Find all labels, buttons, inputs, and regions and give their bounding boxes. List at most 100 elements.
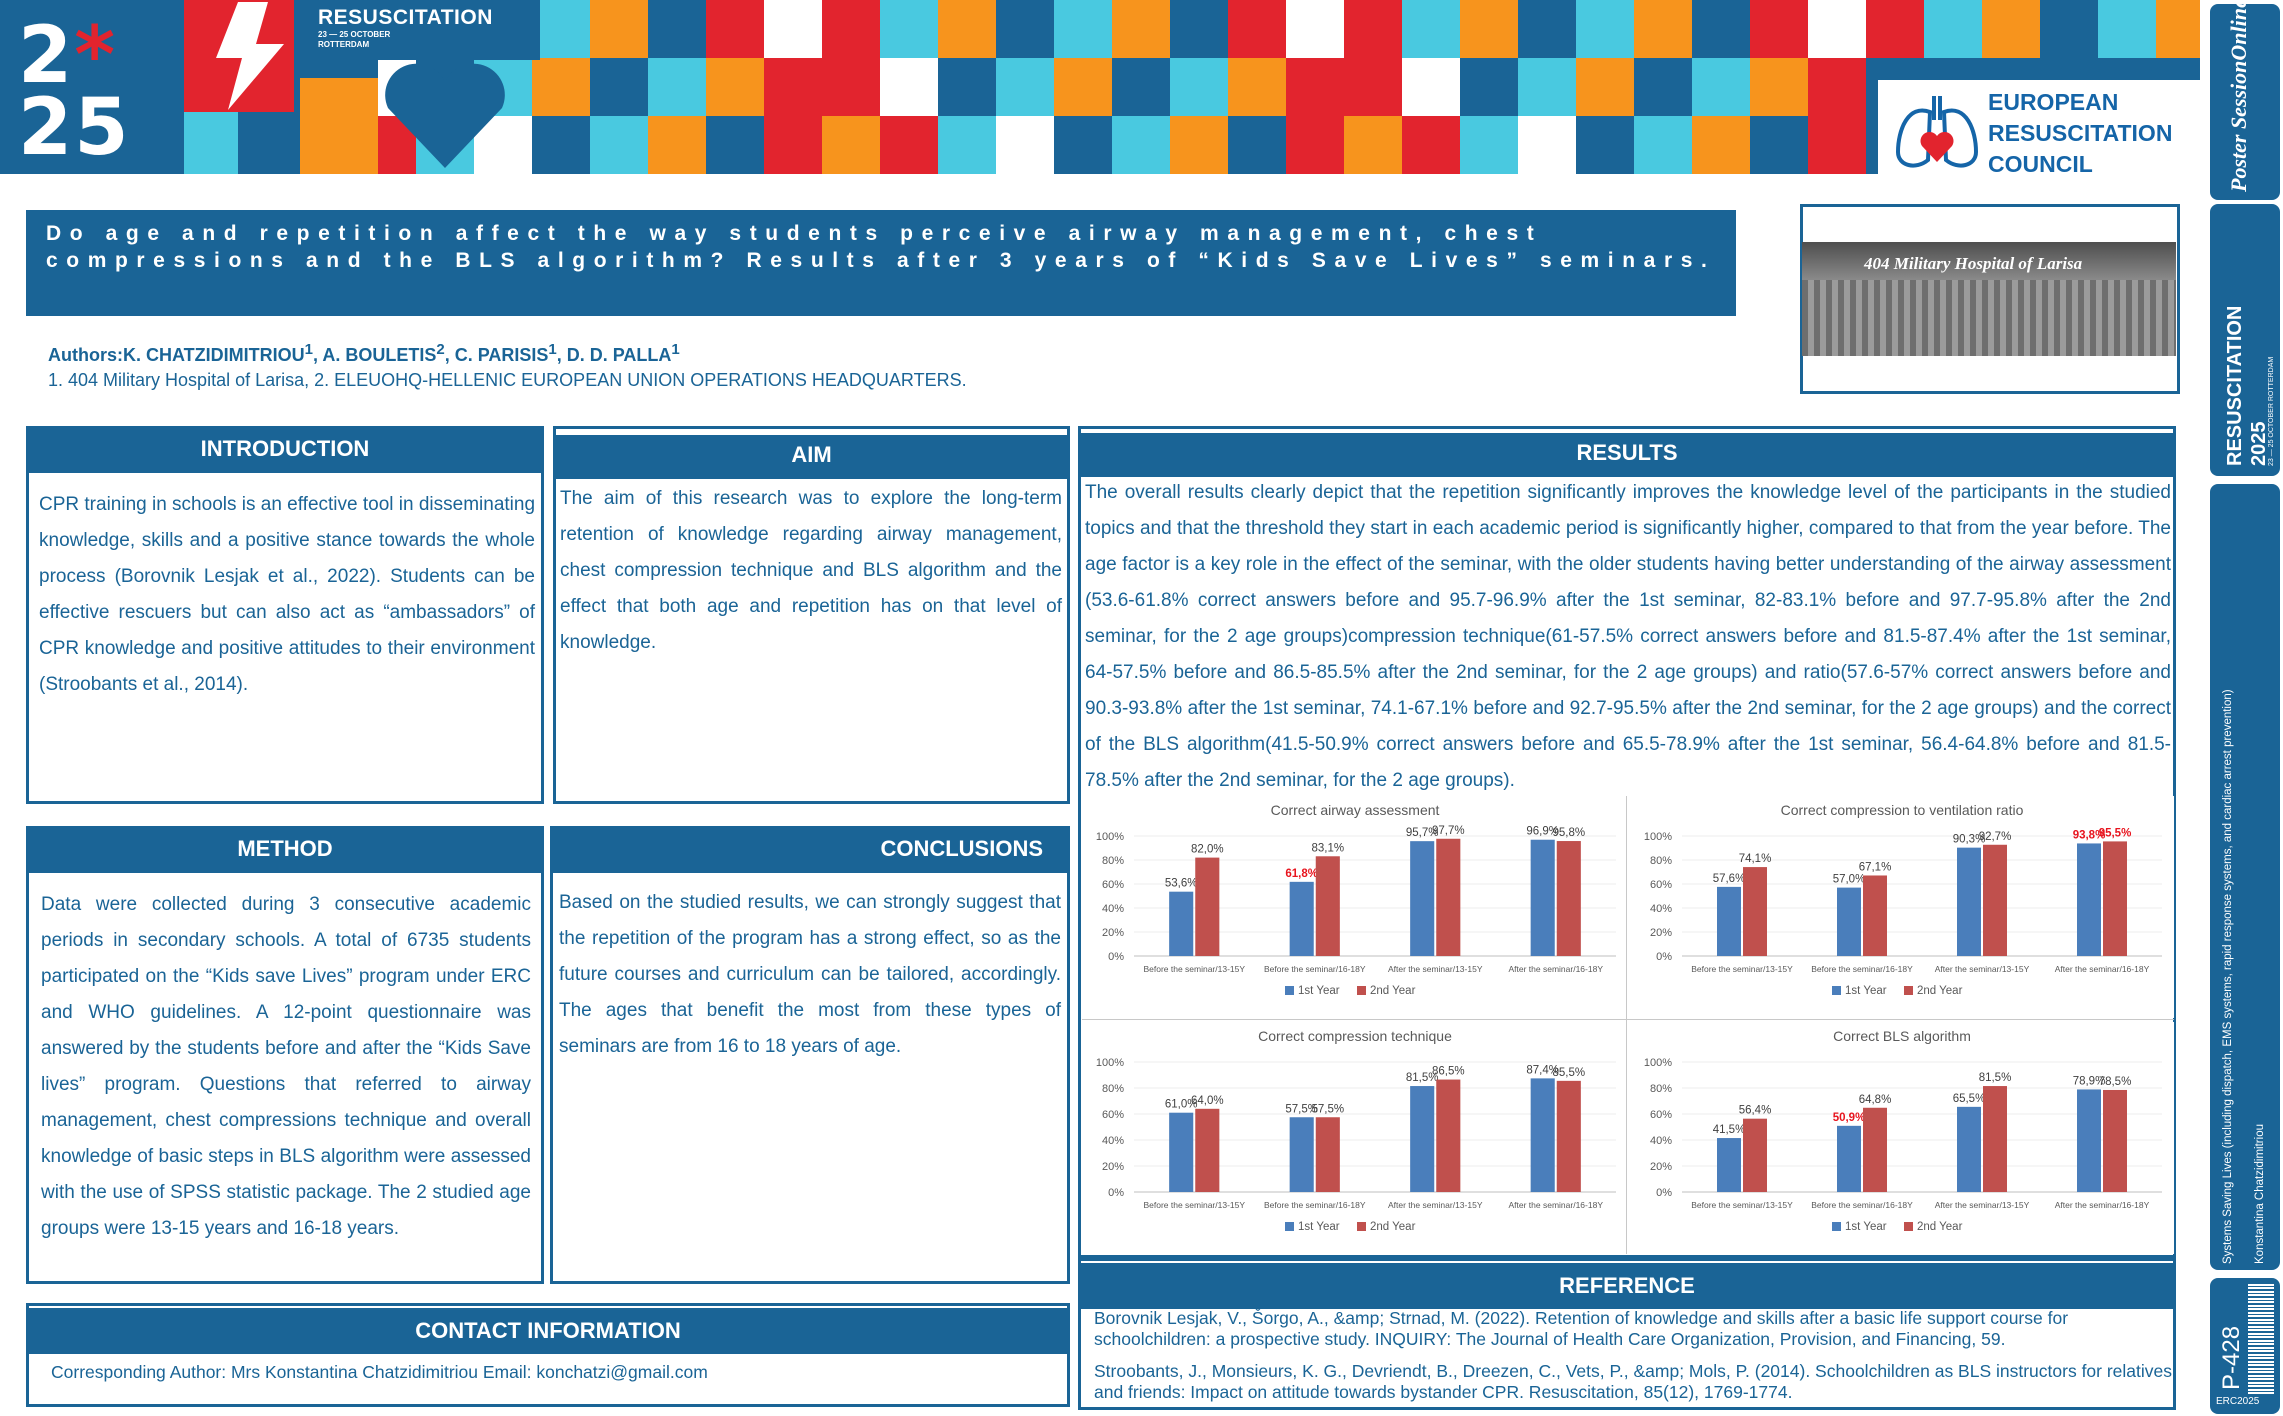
bar [1530, 839, 1555, 956]
y-tick-label: 0% [1656, 951, 1672, 963]
banner-tile [1808, 0, 1866, 58]
x-tick-label: Before the seminar/16-18Y [1811, 1200, 1913, 1210]
banner-tile [996, 116, 1054, 174]
y-tick-label: 40% [1650, 903, 1672, 915]
poster-id-card: P-428 ERC2025 [2210, 1278, 2280, 1414]
bar [1837, 1125, 1861, 1192]
bar [1957, 1106, 1981, 1192]
y-tick-label: 20% [1650, 927, 1672, 939]
y-tick-label: 20% [1650, 1161, 1672, 1173]
data-label: 57,5% [1311, 1103, 1344, 1115]
y-tick-label: 80% [1102, 1083, 1124, 1095]
banner-tile [300, 0, 540, 60]
banner-tile [238, 112, 300, 174]
data-label: 95,8% [1552, 827, 1585, 839]
banner-tile [1924, 0, 1982, 58]
y-tick-label: 80% [1102, 855, 1124, 867]
data-label: 82,0% [1191, 844, 1224, 856]
x-tick-label: After the seminar/13-15Y [1935, 1200, 2030, 1210]
bar [1530, 1078, 1555, 1192]
bar [1315, 856, 1340, 956]
y-tick-label: 20% [1102, 927, 1124, 939]
banner-tile [1692, 0, 1750, 58]
banner-tile [1634, 58, 1692, 116]
poster-code: ERC2025 [2216, 1396, 2260, 1407]
y-tick-label: 0% [1108, 951, 1124, 963]
data-label: 74,1% [1739, 853, 1772, 865]
banner-tile [880, 0, 938, 58]
reference-heading: REFERENCE [1081, 1263, 2173, 1309]
banner-tile [1518, 58, 1576, 116]
y-tick-label: 100% [1096, 1057, 1124, 1069]
banner-tile [1576, 0, 1634, 58]
erc-name: EUROPEAN RESUSCITATION COUNCIL [1988, 89, 2173, 174]
heart-icon [385, 63, 505, 169]
legend-swatch [1904, 986, 1913, 995]
bar [2077, 843, 2101, 956]
banner-tile [590, 58, 648, 116]
legend-swatch [1285, 1222, 1294, 1231]
data-label: 95,7% [1406, 827, 1439, 839]
banner-tile [822, 0, 880, 58]
contact-heading: CONTACT INFORMATION [29, 1308, 1067, 1354]
y-tick-label: 100% [1644, 1057, 1672, 1069]
x-tick-label: After the seminar/13-15Y [1388, 1200, 1483, 1210]
bar [1195, 1108, 1220, 1192]
y-tick-label: 100% [1644, 831, 1672, 843]
chart-title: Correct compression technique [1258, 1028, 1452, 1044]
data-label: 92,7% [1979, 831, 2012, 843]
results-text: The overall results clearly depict that … [1085, 482, 2171, 791]
chart-airway-assessment: Correct airway assessment 0% 20% 40% 60% 80% 1… [1082, 796, 1628, 1018]
banner-tile [1054, 116, 1112, 174]
banner-tile [1460, 58, 1518, 116]
data-label: 41,5% [1713, 1124, 1746, 1136]
y-tick-label: 80% [1650, 855, 1672, 867]
banner-tile [1112, 0, 1170, 58]
data-label: 85,5% [1552, 1067, 1585, 1079]
y-tick-label: 80% [1650, 1083, 1672, 1095]
x-tick-label: Before the seminar/13-15Y [1691, 1200, 1793, 1210]
reference-1: Borovnik Lesjak, V., Šorgo, A., &amp; St… [1094, 1308, 2069, 1349]
chart-title: Correct airway assessment [1271, 802, 1440, 818]
topic-card: Systems Saving Lives (including dispatch… [2210, 484, 2280, 1270]
legend-label: 2nd Year [1917, 985, 1963, 997]
banner-tile [590, 0, 648, 58]
bar [2103, 1089, 2127, 1192]
banner-tile [590, 116, 648, 174]
sidebar-author: Konstantina Chatzidimitriou [2254, 1124, 2266, 1264]
banner-tile [1228, 116, 1286, 174]
data-label: 53,6% [1165, 878, 1198, 890]
bar [1837, 887, 1861, 956]
contact-panel: CONTACT INFORMATION Corresponding Author… [26, 1303, 1070, 1407]
bar [1863, 875, 1887, 956]
bar [1410, 841, 1435, 956]
banner-tile [996, 0, 1054, 58]
bar [1169, 891, 1194, 956]
barcode [2248, 1284, 2274, 1394]
banner-tile [1866, 0, 1924, 58]
banner-tile [1286, 116, 1344, 174]
bar [1195, 857, 1220, 956]
data-label: 67,1% [1859, 861, 1892, 873]
contact-text: Corresponding Author: Mrs Konstantina Ch… [51, 1362, 708, 1382]
y-tick-label: 0% [1656, 1187, 1672, 1199]
hospital-photo: 404 Military Hospital of Larisa [1802, 242, 2176, 356]
poster-session-logo: Poster SessionOnline [2226, 0, 2251, 192]
lungs-heart-icon [1895, 96, 1979, 168]
data-label: 87,4% [1526, 1064, 1559, 1076]
legend-label: 1st Year [1298, 985, 1340, 997]
chart-bls-algorithm: Correct BLS algorithm 0% 20% 40% 60% 80% 100% 4… [1630, 1022, 2174, 1254]
sidebar-event-brand: RESUSCITATION [2224, 305, 2246, 466]
conclusions-text: Based on the studied results, we can str… [559, 892, 1061, 1057]
x-tick-label: Before the seminar/16-18Y [1811, 964, 1913, 974]
banner-tile [1576, 58, 1634, 116]
banner-tile [1112, 116, 1170, 174]
y-tick-label: 0% [1108, 1187, 1124, 1199]
bar [1410, 1086, 1435, 1192]
banner-tile [648, 116, 706, 174]
conclusions-heading: CONCLUSIONS [553, 829, 1067, 873]
data-label: 57,0% [1833, 874, 1866, 886]
banner-tile [1750, 58, 1808, 116]
y-tick-label: 40% [1102, 1135, 1124, 1147]
legend-swatch [1357, 1222, 1366, 1231]
